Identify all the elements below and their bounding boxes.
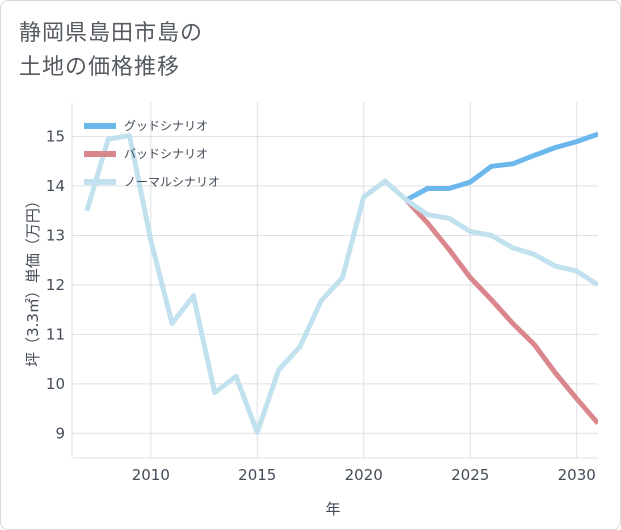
y-tick-label: 15 xyxy=(46,128,65,146)
x-tick-label: 2010 xyxy=(132,466,170,484)
series-line-bad xyxy=(404,198,598,426)
series-line-normal xyxy=(84,133,598,435)
x-tick-label: 2025 xyxy=(451,466,489,484)
legend-label-bad: バッドシナリオ xyxy=(124,147,208,161)
y-tick-label: 13 xyxy=(46,227,65,245)
y-tick-label: 12 xyxy=(46,276,65,294)
y-tick-label: 11 xyxy=(46,325,65,343)
x-tick-label: 2020 xyxy=(345,466,383,484)
y-tick-label: 9 xyxy=(55,424,65,442)
y-tick-label: 14 xyxy=(46,177,65,195)
series-lines xyxy=(84,131,598,435)
x-tick-label: 2015 xyxy=(238,466,276,484)
x-axis-title: 年 xyxy=(325,500,340,518)
series-line-good xyxy=(405,131,598,203)
legend-label-normal: ノーマルシナリオ xyxy=(124,175,220,189)
y-tick-label: 10 xyxy=(46,375,65,393)
legend-label-good: グッドシナリオ xyxy=(124,119,208,133)
x-tick-label: 2030 xyxy=(558,466,596,484)
title-line-2: 土地の価格推移 xyxy=(19,55,181,80)
chart-title: 静岡県島田市島の 土地の価格推移 xyxy=(19,17,203,85)
y-axis-title: 坪（3.3㎡）単価（万円） xyxy=(24,193,42,367)
tick-labels: 9 10 11 12 13 14 15 2010 2015 2020 2025 2030 xyxy=(46,128,596,484)
title-line-1: 静岡県島田市島の xyxy=(19,21,204,46)
